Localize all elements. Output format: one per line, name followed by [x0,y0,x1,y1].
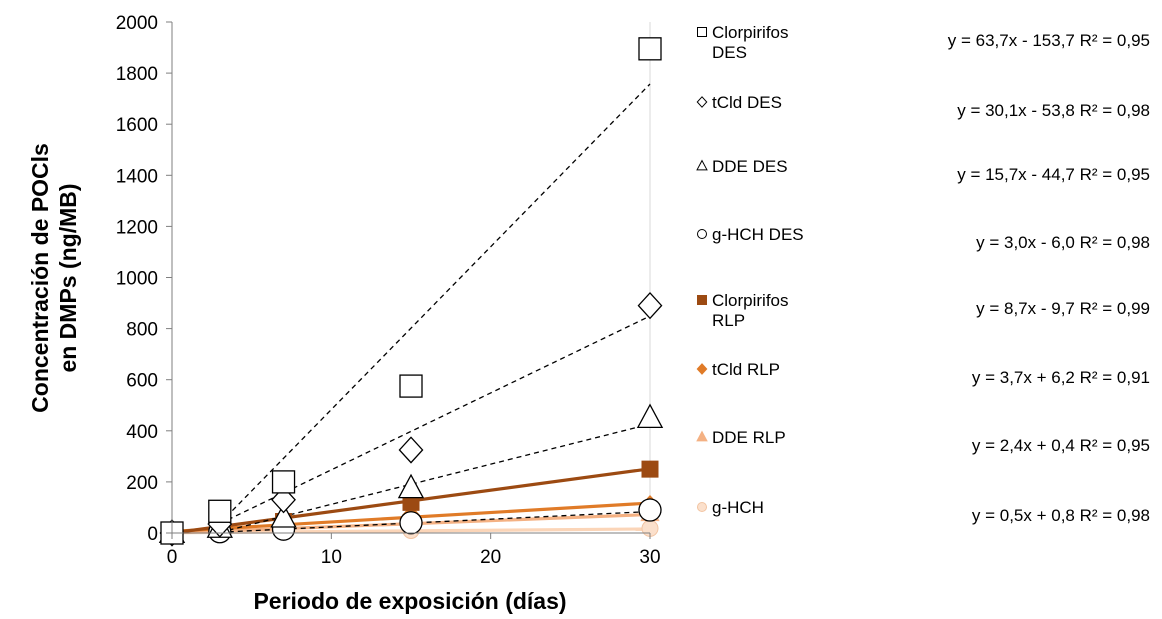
data-point [638,37,662,61]
x-tick-label: 0 [167,547,178,568]
y-tick-label: 200 [126,473,158,494]
x-axis-title: Periodo de exposición (días) [253,588,566,614]
axis-titles: Periodo de exposición (días) Concentraci… [27,143,567,614]
y-axis-title-line-2: en DMPs (ng/MB) [55,183,81,372]
x-tick-label: 10 [321,547,342,568]
y-tick-label: 1000 [116,269,158,290]
data-point [637,291,663,320]
legend-marker [696,159,708,171]
legend-label: g-HCH [712,498,764,517]
legend-marker [697,27,707,37]
trendline-equation: y = 15,7x - 44,7 R² = 0,95 [957,165,1150,184]
trendline-equations: y = 63,7x - 153,7 R² = 0,95 y = 30,1x - 5… [948,31,1150,525]
trendline-equation: y = 0,5x + 0,8 R² = 0,98 [972,506,1150,525]
data-point [399,374,423,398]
trendline-2 [219,315,651,525]
x-tick-label: 20 [480,547,501,568]
trendline-equation: y = 63,7x - 153,7 R² = 0,95 [948,31,1150,50]
y-tick-label: 800 [126,320,158,341]
legend-label: DDE DES [712,157,788,176]
y-tick-label: 1600 [116,115,158,136]
legend-label: Clorpirifos [712,291,789,310]
y-tick-label: 600 [126,371,158,392]
data-point [270,503,297,528]
legend-marker [696,363,708,375]
legend-marker [697,295,707,305]
legend-label: tCld RLP [712,360,780,379]
trendline-equation: y = 3,0x - 6,0 R² = 0,98 [976,233,1150,252]
data-point [641,460,659,478]
legend-marker [697,502,707,512]
data-point [638,498,662,522]
trendline-equation: y = 30,1x - 53,8 R² = 0,98 [957,101,1150,120]
legend-label: Clorpirifos [712,23,789,42]
y-tick-label: 1400 [116,166,158,187]
axes [166,21,651,539]
legend-label: g-HCH DES [712,225,804,244]
data-point [397,473,425,499]
y-tick-label: 2000 [116,13,158,34]
data-point [399,511,423,535]
legend-marker [696,430,708,442]
x-tick-label: 30 [639,547,660,568]
y-tick-label: 1800 [116,64,158,85]
legend-marker [696,96,708,108]
legend-label: tCld DES [712,93,782,112]
data-points [158,37,664,547]
data-point [271,470,296,494]
trendline-1 [219,83,651,524]
data-point [208,499,232,523]
trendline-equation: y = 2,4x + 0,4 R² = 0,95 [972,436,1150,455]
legend-label: DDE RLP [712,428,786,447]
trendline-equation: y = 8,7x - 9,7 R² = 0,99 [976,299,1150,318]
y-tick-label: 1200 [116,217,158,238]
data-point [636,403,664,429]
legend-marker [697,229,707,239]
legend-label: DES [712,43,747,62]
data-point [398,436,424,464]
trendlines [171,83,651,535]
y-axis-title-line-1: Concentración de POCls [27,143,53,413]
y-tick-label: 400 [126,422,158,443]
legend-label: RLP [712,311,745,330]
y-tick-label: 0 [147,524,158,545]
trendline-equation: y = 3,7x + 6,2 R² = 0,91 [972,368,1150,387]
tick-labels: 0 200 400 600 800 1000 1200 1400 1600 1800 2000 0 10… [116,13,661,568]
